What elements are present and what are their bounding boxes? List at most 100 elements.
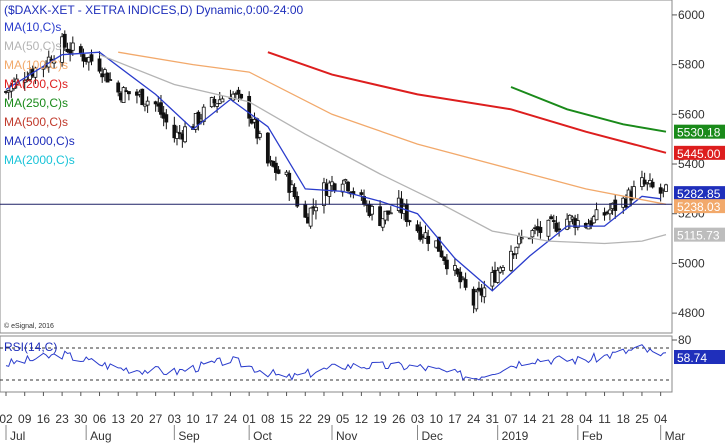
price-y-tick-label: 5800	[678, 58, 705, 72]
candle-body	[442, 256, 447, 262]
candle-body	[565, 218, 570, 230]
candle-body	[380, 218, 385, 228]
x-tick-label: 28	[560, 412, 574, 426]
month-label: Nov	[336, 429, 357, 443]
candle-body	[642, 179, 647, 185]
candle-body	[602, 212, 607, 216]
x-tick-label: 04	[654, 412, 668, 426]
x-tick-label: 20	[130, 412, 144, 426]
legend-entry: MA(100,C)s	[4, 58, 68, 72]
price-marker-label: 5282.85	[677, 187, 721, 201]
candle-body	[177, 132, 182, 135]
rsi-line	[5, 344, 667, 381]
candle-body	[509, 250, 513, 271]
candle-body	[196, 111, 201, 125]
candle-body	[314, 207, 318, 212]
candle-body	[153, 101, 158, 105]
candle-body	[474, 291, 479, 310]
candle-body	[514, 246, 519, 255]
candle-body	[62, 33, 67, 48]
candle-body	[418, 226, 423, 240]
x-tick-label: 24	[224, 412, 238, 426]
candle-body	[453, 265, 457, 271]
candle-body	[607, 209, 612, 215]
candle-body	[650, 181, 655, 188]
month-label: Sep	[178, 429, 200, 443]
candle-body	[549, 216, 554, 220]
month-label: Feb	[582, 429, 603, 443]
candle-body	[519, 237, 524, 240]
candle-body	[201, 106, 206, 122]
x-tick-label: 04	[579, 412, 593, 426]
candle-body	[22, 79, 27, 83]
price-marker	[674, 199, 725, 214]
candle-body	[303, 204, 308, 218]
candle-body	[482, 287, 487, 298]
candle-body	[439, 250, 444, 258]
candle-body	[308, 207, 313, 227]
ma-line	[267, 51, 667, 154]
candle-body	[407, 220, 412, 223]
candle-body	[60, 36, 65, 63]
candle-body	[613, 199, 618, 211]
price-marker	[674, 124, 725, 139]
candle-body	[557, 228, 562, 231]
x-tick-label: 21	[542, 412, 556, 426]
legend-entry: MA(10,C)s	[4, 20, 61, 34]
ma-line	[99, 54, 667, 245]
candle-body	[538, 226, 543, 233]
candle-body	[632, 186, 636, 199]
candle-body	[463, 279, 468, 288]
candle-body	[52, 60, 56, 64]
rsi-y-tick-label: 80	[678, 333, 692, 347]
x-tick-label: 06	[93, 412, 107, 426]
x-tick-label: 10	[430, 412, 444, 426]
month-label: Oct	[253, 429, 272, 443]
candle-body	[436, 236, 441, 252]
x-tick-label: 17	[448, 412, 462, 426]
candle-body	[239, 93, 244, 99]
candle-body	[89, 54, 94, 62]
candle-body	[145, 100, 150, 106]
candle-body	[423, 232, 428, 239]
candle-body	[41, 66, 46, 70]
x-tick-label: 03	[411, 412, 425, 426]
chart-title: ($DAXK-XET - XETRA INDICES,D) Dynamic,0:…	[4, 3, 304, 17]
candle-body	[108, 79, 113, 81]
price-y-tick-label: 5000	[678, 256, 705, 270]
candle-body	[551, 220, 556, 222]
candle-body	[212, 98, 217, 104]
legend-entry: MA(250,C)s	[4, 96, 68, 110]
candle-body	[292, 186, 297, 198]
candle-body	[530, 230, 535, 238]
candle-body	[159, 102, 163, 115]
candle-body	[664, 184, 668, 192]
candle-body	[287, 172, 292, 193]
price-y-tick-label: 6000	[678, 8, 705, 22]
ma-line	[510, 86, 667, 133]
x-tick-label: 02	[0, 412, 13, 426]
candle-body	[276, 169, 281, 174]
candle-body	[70, 42, 75, 51]
price-panel-frame	[0, 0, 673, 334]
price-marker-label: 5238.03	[677, 200, 721, 214]
month-label: Aug	[90, 429, 111, 443]
candle-body	[127, 91, 131, 95]
candle-body	[78, 46, 83, 55]
x-tick-label: 15	[280, 412, 294, 426]
candle-body	[100, 73, 105, 78]
x-tick-label: 16	[37, 412, 51, 426]
candle-body	[658, 187, 663, 194]
price-marker-label: 5115.73	[677, 229, 720, 243]
candle-body	[594, 209, 599, 221]
legend-entry: MA(50,C)s	[4, 39, 61, 53]
ma-line	[118, 51, 667, 205]
candle-body	[444, 259, 449, 270]
x-tick-label: 26	[392, 412, 406, 426]
x-tick-label: 17	[205, 412, 219, 426]
candle-body	[164, 114, 169, 123]
candle-body	[102, 69, 107, 75]
price-y-tick-label: 5400	[678, 157, 705, 171]
x-tick-label: 12	[355, 412, 369, 426]
